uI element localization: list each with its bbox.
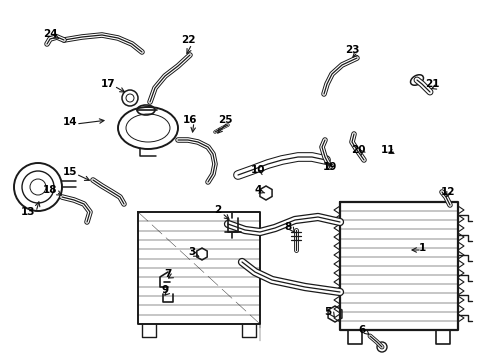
Text: 22: 22 <box>181 35 195 45</box>
Text: 1: 1 <box>418 243 425 253</box>
Text: 18: 18 <box>42 185 57 195</box>
Text: 15: 15 <box>62 167 77 177</box>
Text: 3: 3 <box>188 247 195 257</box>
Text: 9: 9 <box>161 285 168 295</box>
Text: 13: 13 <box>20 207 35 217</box>
Text: 16: 16 <box>183 115 197 125</box>
Text: 12: 12 <box>440 187 454 197</box>
Text: 6: 6 <box>358 325 365 335</box>
Text: 21: 21 <box>424 79 438 89</box>
Text: 4: 4 <box>254 185 261 195</box>
Text: 11: 11 <box>380 145 394 155</box>
Text: 20: 20 <box>350 145 365 155</box>
Text: 23: 23 <box>344 45 359 55</box>
Text: 14: 14 <box>62 117 77 127</box>
Text: 7: 7 <box>164 269 171 279</box>
Text: 25: 25 <box>217 115 232 125</box>
Text: 24: 24 <box>42 29 57 39</box>
Text: 17: 17 <box>101 79 115 89</box>
Text: 10: 10 <box>250 165 264 175</box>
Text: 2: 2 <box>214 205 221 215</box>
Text: 5: 5 <box>324 307 331 317</box>
Text: 19: 19 <box>322 162 337 172</box>
Text: 8: 8 <box>284 222 291 232</box>
